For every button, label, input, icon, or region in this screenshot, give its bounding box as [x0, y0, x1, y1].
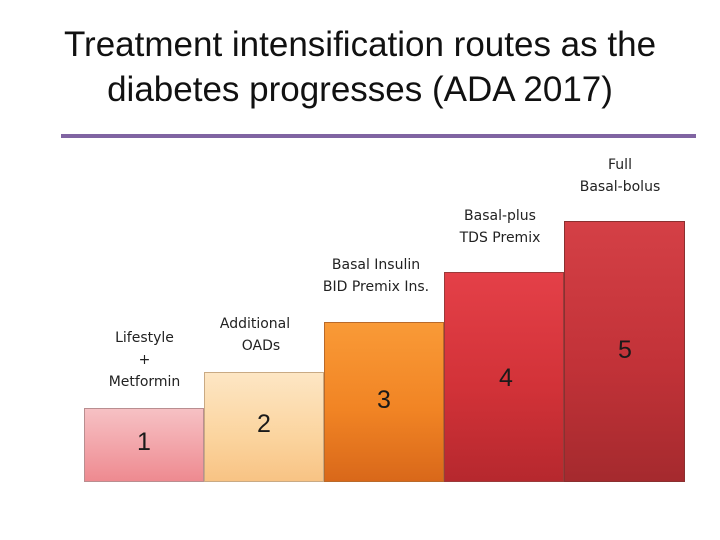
step-block-3	[324, 322, 444, 482]
step-block-4	[444, 272, 564, 482]
step-label-1-line-3: Metformin	[108, 374, 181, 390]
step-label-5: Full Basal-bolus	[560, 154, 680, 198]
step-label-3-line-2: BID Premix Ins.	[322, 279, 430, 295]
step-number-4: 4	[499, 364, 513, 392]
step-number-1: 1	[137, 428, 151, 456]
step-block-1	[84, 408, 204, 482]
step-label-5-line-1: Full	[608, 157, 632, 173]
step-label-4: Basal-plus TDS Premix	[440, 205, 560, 249]
step-label-1-line-2: +	[138, 352, 151, 368]
step-block-5	[564, 221, 685, 482]
step-label-3: Basal Insulin BID Premix Ins.	[306, 254, 446, 298]
step-label-2: Additional OADs	[200, 313, 310, 357]
slide-title: Treatment intensification routes as the …	[20, 22, 700, 112]
title-line-1: Treatment intensification routes as the	[63, 25, 657, 64]
step-label-4-line-1: Basal-plus	[464, 208, 536, 224]
step-label-4-line-2: TDS Premix	[459, 230, 541, 246]
step-label-1: Lifestyle + Metformin	[82, 327, 207, 393]
step-block-2	[204, 372, 324, 482]
step-label-1-line-1: Lifestyle	[115, 330, 174, 346]
step-number-5: 5	[618, 336, 632, 364]
title-line-2: diabetes progresses (ADA 2017)	[107, 70, 613, 109]
step-label-2-line-1: Additional	[219, 316, 291, 332]
step-number-3: 3	[377, 386, 391, 414]
step-number-2: 2	[257, 410, 271, 438]
title-divider	[61, 134, 696, 138]
step-label-3-line-1: Basal Insulin	[331, 257, 421, 273]
step-label-5-line-2: Basal-bolus	[579, 179, 661, 195]
step-label-2-line-2: OADs	[241, 338, 281, 354]
